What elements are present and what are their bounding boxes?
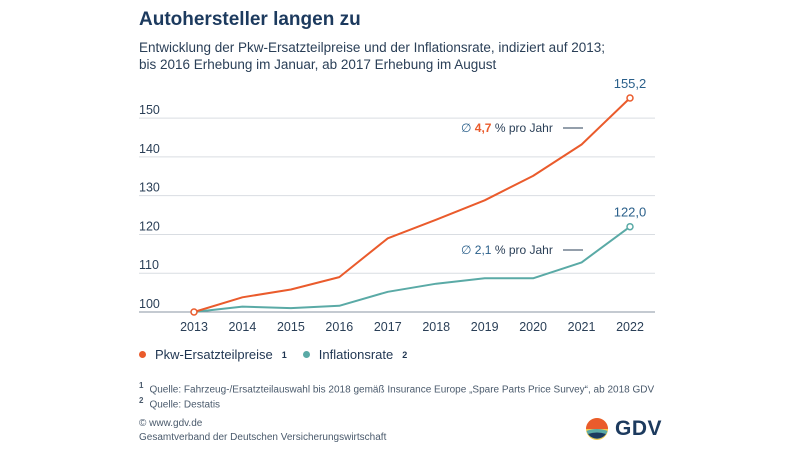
legend-note-2: 2 bbox=[402, 349, 408, 360]
annotation-average-symbol: ∅ bbox=[461, 243, 475, 257]
legend-item-ersatzteilpreise: Pkw-Ersatzteilpreise 1 bbox=[139, 347, 287, 362]
x-tick-label-2013: 2013 bbox=[180, 320, 208, 334]
chart-subtitle-line-2: bis 2016 Erhebung im Januar, ab 2017 Erh… bbox=[139, 57, 497, 72]
series-line-ersatzteilpreise bbox=[193, 97, 631, 313]
gdv-logo-text: GDV bbox=[615, 417, 663, 440]
x-tick-label-2020: 2020 bbox=[519, 320, 547, 334]
footnote-1-text: Quelle: Fahrzeug-/Ersatzteilauswahl bis … bbox=[149, 384, 655, 396]
footnote-1: 1 Quelle: Fahrzeug-/Ersatzteilauswahl bis… bbox=[139, 381, 654, 395]
end-value-label-inflationsrate: 122,0 bbox=[614, 205, 647, 220]
x-tick-label-2014: 2014 bbox=[229, 320, 257, 334]
x-tick-label-2018: 2018 bbox=[422, 320, 450, 334]
legend-marker-orange bbox=[139, 351, 146, 358]
y-tick-label-120: 120 bbox=[139, 219, 160, 233]
gdv-logo-icon bbox=[586, 418, 608, 440]
legend: Pkw-Ersatzteilpreise 1 Inflationsrate 2 bbox=[139, 347, 407, 362]
legend-item-inflationsrate: Inflationsrate 2 bbox=[302, 347, 408, 362]
y-tick-label-150: 150 bbox=[139, 103, 160, 117]
site-url: © www.gdv.de bbox=[139, 418, 203, 429]
x-tick-label-2022: 2022 bbox=[616, 320, 644, 334]
annotation-value: 2,1 bbox=[475, 243, 495, 257]
annotation-value: 4,7 bbox=[475, 121, 495, 135]
x-tick-label-2021: 2021 bbox=[568, 320, 596, 334]
footnote-2: 2 Quelle: Destatis bbox=[139, 396, 220, 410]
line-chart: 100 110 120 130 140 150 2013 2014 2015 2016 2017 20… bbox=[139, 76, 655, 334]
y-tick-label-110: 110 bbox=[139, 258, 159, 272]
y-tick-label-140: 140 bbox=[139, 142, 160, 156]
annotation-average-symbol: ∅ bbox=[461, 121, 475, 135]
gdv-logo: GDV bbox=[585, 417, 662, 441]
start-point-marker bbox=[190, 308, 198, 316]
x-tick-label-2017: 2017 bbox=[374, 320, 402, 334]
chart-title: Autohersteller langen zu bbox=[139, 9, 361, 30]
legend-label-ersatzteilpreise: Pkw-Ersatzteilpreise bbox=[155, 347, 273, 362]
annotation-inflationsrate: ∅ 2,1 % pro Jahr bbox=[461, 243, 553, 257]
end-point-marker-ersatzteilpreise bbox=[626, 94, 634, 102]
legend-note-1: 1 bbox=[281, 349, 287, 360]
organization-name: Gesamtverband der Deutschen Versicherung… bbox=[139, 432, 387, 443]
x-tick-label-2019: 2019 bbox=[471, 320, 499, 334]
footnote-2-text: Quelle: Destatis bbox=[149, 399, 221, 411]
chart-subtitle-line-1: Entwicklung der Pkw-Ersatzteilpreise und… bbox=[139, 40, 605, 55]
annotation-text: % pro Jahr bbox=[495, 243, 553, 257]
end-value-label-ersatzteilpreise: 155,2 bbox=[614, 76, 647, 91]
annotation-text: % pro Jahr bbox=[495, 121, 553, 135]
y-tick-label-100: 100 bbox=[139, 297, 160, 311]
x-tick-label-2016: 2016 bbox=[325, 320, 353, 334]
y-tick-label-130: 130 bbox=[139, 181, 160, 195]
series-line-inflationsrate bbox=[193, 225, 631, 313]
legend-marker-teal bbox=[302, 351, 310, 358]
annotation-ersatzteilpreise: ∅ 4,7 % pro Jahr bbox=[461, 121, 553, 135]
end-point-marker-inflationsrate bbox=[626, 222, 634, 231]
legend-label-inflationsrate: Inflationsrate bbox=[318, 347, 394, 362]
footnote-1-number: 1 bbox=[139, 381, 144, 390]
footnote-2-number: 2 bbox=[139, 396, 144, 405]
x-tick-label-2015: 2015 bbox=[277, 320, 305, 334]
